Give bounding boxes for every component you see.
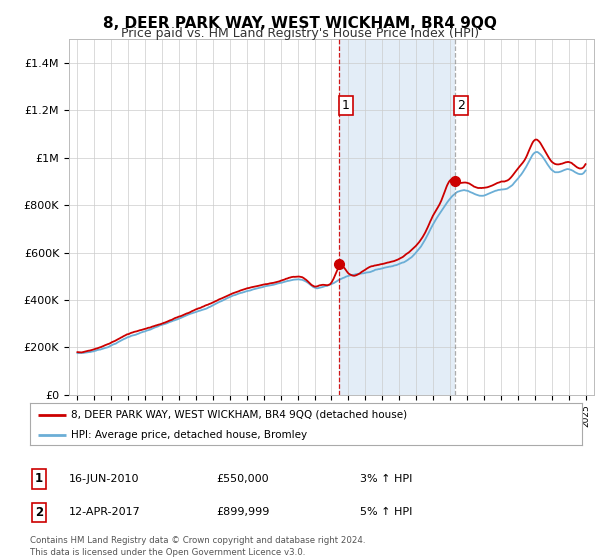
Text: Contains HM Land Registry data © Crown copyright and database right 2024.: Contains HM Land Registry data © Crown c… — [30, 536, 365, 545]
Text: 5% ↑ HPI: 5% ↑ HPI — [360, 507, 412, 517]
Text: 8, DEER PARK WAY, WEST WICKHAM, BR4 9QQ (detached house): 8, DEER PARK WAY, WEST WICKHAM, BR4 9QQ … — [71, 410, 407, 420]
Text: 16-JUN-2010: 16-JUN-2010 — [69, 474, 139, 484]
Text: 2: 2 — [457, 99, 465, 112]
Text: 8, DEER PARK WAY, WEST WICKHAM, BR4 9QQ: 8, DEER PARK WAY, WEST WICKHAM, BR4 9QQ — [103, 16, 497, 31]
Bar — [339, 39, 455, 395]
Text: Price paid vs. HM Land Registry's House Price Index (HPI): Price paid vs. HM Land Registry's House … — [121, 27, 479, 40]
Text: 2: 2 — [35, 506, 43, 519]
Text: 3% ↑ HPI: 3% ↑ HPI — [360, 474, 412, 484]
Text: HPI: Average price, detached house, Bromley: HPI: Average price, detached house, Brom… — [71, 430, 308, 440]
Text: This data is licensed under the Open Government Licence v3.0.: This data is licensed under the Open Gov… — [30, 548, 305, 557]
Text: 1: 1 — [342, 99, 350, 112]
Text: 12-APR-2017: 12-APR-2017 — [69, 507, 141, 517]
Text: 1: 1 — [35, 472, 43, 486]
Text: £550,000: £550,000 — [216, 474, 269, 484]
Text: £899,999: £899,999 — [216, 507, 269, 517]
